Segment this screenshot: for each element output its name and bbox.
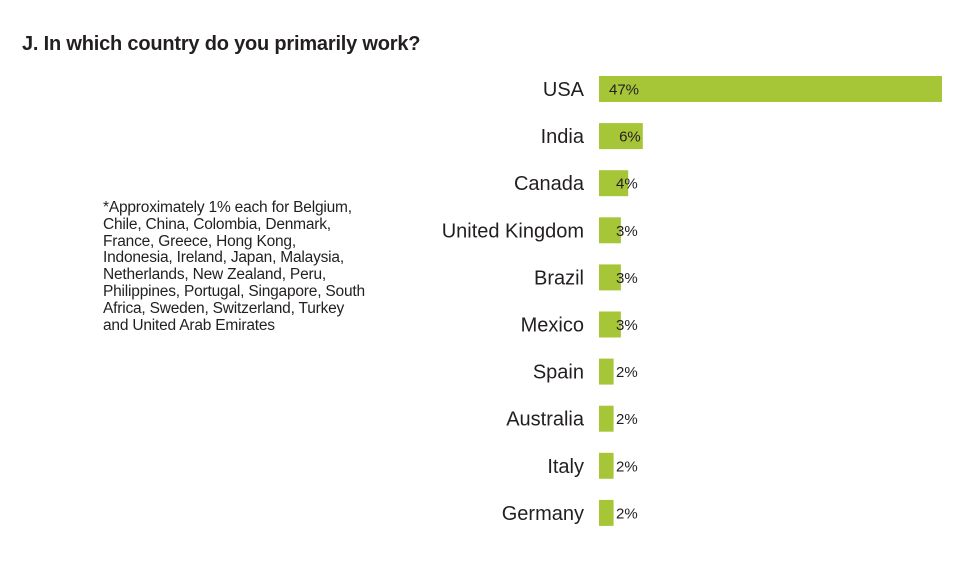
value-label: 4% (616, 176, 638, 193)
bar (599, 452, 614, 479)
category-label: Germany (502, 503, 584, 525)
value-label: 3% (616, 317, 638, 334)
category-label: Canada (514, 173, 585, 195)
value-label: 3% (616, 223, 638, 240)
bar (599, 170, 629, 197)
bar (599, 358, 614, 385)
value-label: 6% (619, 129, 641, 146)
bar (599, 264, 621, 291)
bar (599, 76, 942, 102)
category-label: India (541, 126, 585, 148)
footnote: *Approximately 1% each for Belgium, Chil… (103, 199, 365, 334)
category-label: Brazil (534, 267, 584, 289)
category-label: Mexico (521, 315, 584, 337)
value-label: 47% (609, 82, 639, 99)
bar (599, 499, 614, 526)
value-label: 2% (616, 505, 638, 522)
value-label: 2% (616, 458, 638, 475)
category-label: United Kingdom (442, 220, 584, 242)
category-label: Spain (533, 362, 584, 384)
bar (599, 217, 621, 244)
chart-title: J. In which country do you primarily wor… (22, 33, 421, 55)
bars-group: USA 47% India 6% Canada 4% United Kingdom 3% Bra… (442, 76, 942, 526)
category-label: Italy (547, 456, 584, 478)
category-label: USA (543, 79, 585, 101)
bar (599, 405, 614, 432)
value-label: 3% (616, 270, 638, 287)
category-label: Australia (506, 409, 585, 431)
value-label: 2% (616, 364, 638, 381)
bar (599, 123, 643, 150)
bar (599, 311, 621, 338)
value-label: 2% (616, 411, 638, 428)
